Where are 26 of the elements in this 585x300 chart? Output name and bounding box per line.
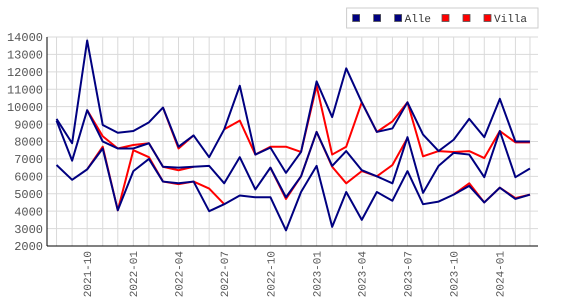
x-tick-label: 2023-10 <box>450 251 462 298</box>
x-tick-label: 2021-10 <box>83 251 96 298</box>
y-tick-label: 9000 <box>14 118 43 132</box>
y-tick-label: 13000 <box>6 48 43 63</box>
y-tick-label: 4000 <box>14 205 43 220</box>
y-tick-label: 6000 <box>14 170 43 185</box>
line-series <box>56 147 531 232</box>
y-tick-label: 10000 <box>6 100 43 115</box>
y-tick-label: 5000 <box>14 188 43 202</box>
x-tick-label: 2022-10 <box>266 251 278 298</box>
x-tick-label: 2022-01 <box>129 250 142 298</box>
x-tick-label: 2023-07 <box>403 251 416 298</box>
x-tick-label: 2022-07 <box>220 251 232 298</box>
x-tick-label: 2023-01 <box>312 250 324 298</box>
legend-label: Villa <box>494 14 528 26</box>
y-tick-label: 3000 <box>14 222 43 237</box>
x-tick-label: 2023-04 <box>358 250 370 298</box>
x-tick-label: 2022-04 <box>174 250 186 298</box>
y-tick-label: 12000 <box>6 66 43 80</box>
legend-label: Alle <box>404 14 432 26</box>
y-tick-label: 8000 <box>14 136 43 150</box>
y-tick-label: 2000 <box>14 240 43 254</box>
y-tick-label: 14000 <box>6 31 43 46</box>
x-tick-label: 2024-01 <box>496 250 508 298</box>
y-tick-label: 11000 <box>6 83 43 98</box>
y-tick-label: 7000 <box>14 153 43 168</box>
